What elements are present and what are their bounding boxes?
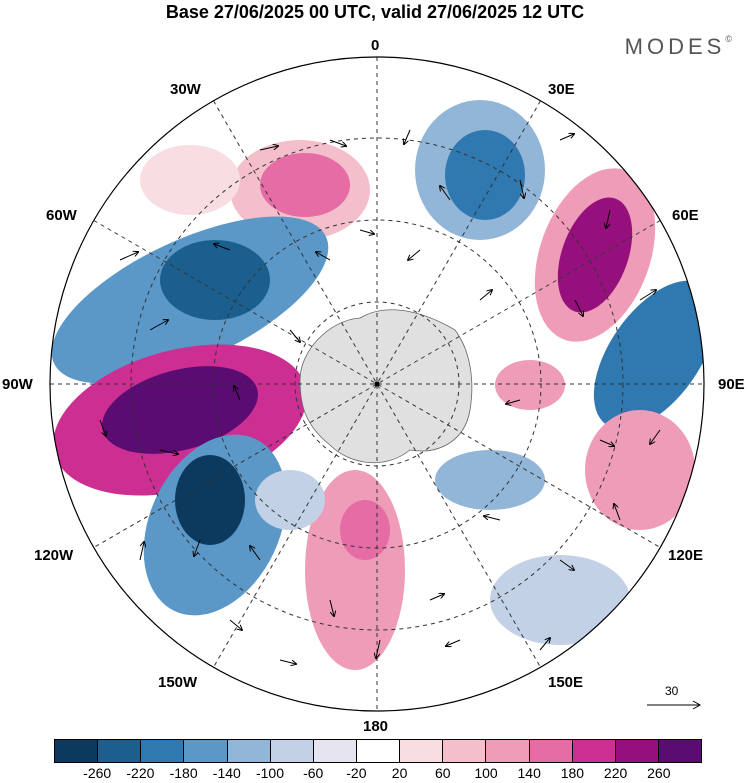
colorbar-tick-label: 260 xyxy=(647,765,671,781)
colorbar-swatch xyxy=(486,740,530,762)
vector-scale-arrow xyxy=(647,700,702,710)
colorbar-tick-label: 60 xyxy=(435,765,451,781)
colorbar-tick-label: -180 xyxy=(169,765,198,781)
label-180: 180 xyxy=(363,718,389,735)
anomaly-negative xyxy=(593,280,704,430)
anomaly-positive xyxy=(557,197,633,313)
colorbar-tick-label: -220 xyxy=(126,765,155,781)
anomaly-negative xyxy=(160,240,270,320)
anomaly-negative xyxy=(255,470,325,530)
label-30e: 30E xyxy=(548,81,575,98)
colorbar-swatch xyxy=(313,740,357,762)
colorbar-swatch xyxy=(658,740,702,762)
anomaly-positive xyxy=(102,366,258,454)
anomaly-positive xyxy=(260,153,350,217)
colorbar-swatch xyxy=(443,740,487,762)
colorbar-tick-label: -260 xyxy=(83,765,112,781)
label-120w: 120W xyxy=(34,547,74,564)
label-90w: 90W xyxy=(2,376,33,393)
colorbar-tick-label: -20 xyxy=(346,765,367,781)
colorbar-tick-label: 20 xyxy=(391,765,408,781)
anomaly-negative xyxy=(435,450,545,510)
anomaly-negative xyxy=(490,555,630,645)
colorbar-swatch xyxy=(400,740,444,762)
anomaly-negative xyxy=(445,130,525,220)
colorbar-swatch xyxy=(141,740,185,762)
anomaly-positive xyxy=(495,360,565,410)
anomaly-positive xyxy=(140,145,240,215)
label-0: 0 xyxy=(371,37,380,54)
colorbar-tick-label: -100 xyxy=(255,765,285,781)
brand-name: MODES xyxy=(624,34,726,59)
label-90e: 90E xyxy=(718,376,745,393)
colorbar-ticks: -260 -220 -180 -140 -100 -60 -20 20 60 100 140 180 2… xyxy=(54,765,702,783)
south-pole-marker xyxy=(374,381,380,387)
colorbar-tick-label: 180 xyxy=(560,765,585,781)
colorbar-swatch xyxy=(572,740,616,762)
anomaly-negative xyxy=(175,455,245,545)
colorbar-swatch xyxy=(356,740,401,762)
colorbar-swatch xyxy=(615,740,659,762)
modes-logo: MODES© xyxy=(625,34,732,60)
label-60w: 60W xyxy=(46,207,77,224)
label-120e: 120E xyxy=(668,547,704,564)
anomaly-field xyxy=(51,100,704,670)
colorbar-swatch xyxy=(227,740,271,762)
colorbar-swatch xyxy=(184,740,228,762)
colorbar-swatch xyxy=(529,740,573,762)
colorbar-tick-label: -60 xyxy=(303,765,324,781)
colorbar-swatch xyxy=(98,740,142,762)
colorbar-tick-label: -140 xyxy=(212,765,241,781)
wind-vectors xyxy=(99,129,661,664)
colorbar-tick-label: 100 xyxy=(474,765,498,781)
anomaly-positive xyxy=(585,410,695,530)
anomaly-positive xyxy=(340,500,390,560)
map-border xyxy=(49,56,705,712)
colorbar-tick-label: 220 xyxy=(603,765,628,781)
label-150e: 150E xyxy=(548,674,584,691)
antarctica-landmass xyxy=(299,309,473,464)
vector-scale-label: 30 xyxy=(665,684,679,698)
colorbar-tick-label: 140 xyxy=(517,765,541,781)
graticule xyxy=(50,57,704,711)
colorbar-swatch xyxy=(55,740,99,762)
brand-mark: © xyxy=(725,34,732,44)
colorbar xyxy=(54,739,702,763)
label-150w: 150W xyxy=(158,674,198,691)
colorbar-swatch xyxy=(270,740,314,762)
label-60e: 60E xyxy=(672,207,699,224)
label-30w: 30W xyxy=(170,81,201,98)
map-title: Base 27/06/2025 00 UTC, valid 27/06/2025… xyxy=(165,2,585,22)
